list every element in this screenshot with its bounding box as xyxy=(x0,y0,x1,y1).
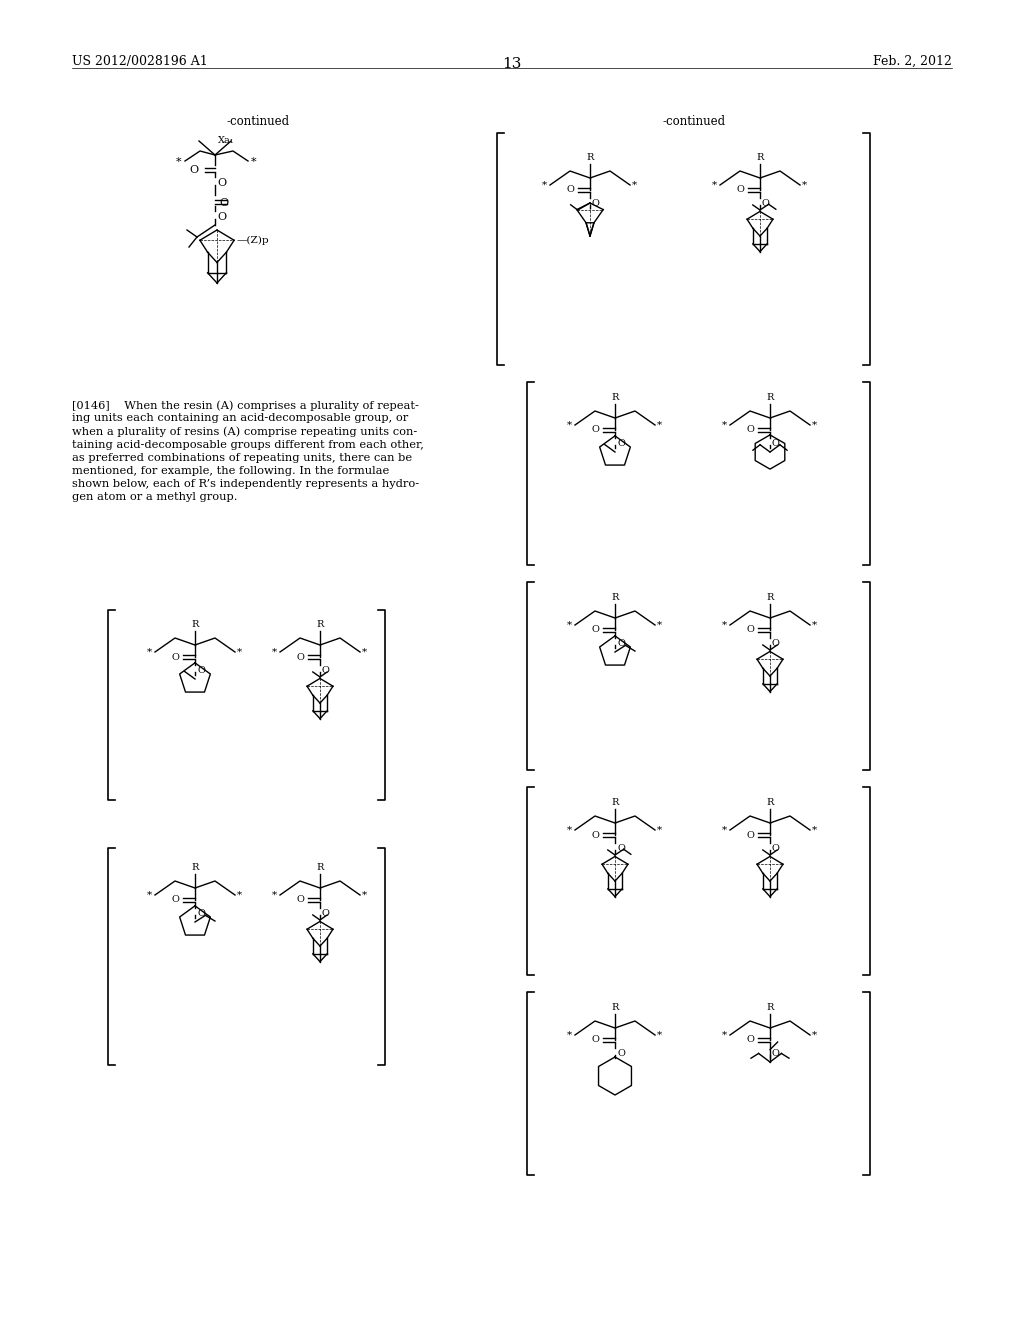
Text: US 2012/0028196 A1: US 2012/0028196 A1 xyxy=(72,55,208,69)
Text: *: * xyxy=(567,620,572,630)
Text: *: * xyxy=(657,421,663,429)
Text: when a plurality of resins (A) comprise repeating units con-: when a plurality of resins (A) comprise … xyxy=(72,426,417,437)
Text: -continued: -continued xyxy=(663,115,726,128)
Text: mentioned, for example, the following. In the formulae: mentioned, for example, the following. I… xyxy=(72,466,389,477)
Text: O: O xyxy=(617,639,625,648)
Text: —(Z)p: —(Z)p xyxy=(237,236,269,244)
Text: O: O xyxy=(197,667,205,675)
Text: O: O xyxy=(772,440,780,447)
Text: *: * xyxy=(272,648,278,656)
Text: R: R xyxy=(766,593,774,602)
Text: R: R xyxy=(316,863,324,873)
Text: *: * xyxy=(632,181,637,190)
Text: [0146]    When the resin (A) comprises a plurality of repeat-: [0146] When the resin (A) comprises a pl… xyxy=(72,400,419,411)
Text: O: O xyxy=(219,198,228,209)
Text: O: O xyxy=(592,199,600,209)
Text: O: O xyxy=(772,639,780,648)
Text: *: * xyxy=(657,1031,663,1040)
Text: O: O xyxy=(197,909,205,917)
Text: *: * xyxy=(175,157,181,168)
Text: O: O xyxy=(217,178,226,187)
Text: *: * xyxy=(802,181,807,190)
Text: O: O xyxy=(566,186,574,194)
Text: *: * xyxy=(251,157,257,168)
Text: *: * xyxy=(812,620,817,630)
Text: R: R xyxy=(611,393,618,403)
Text: R: R xyxy=(611,593,618,602)
Text: O: O xyxy=(171,895,179,904)
Text: R: R xyxy=(766,1003,774,1012)
Text: R: R xyxy=(587,153,594,162)
Text: O: O xyxy=(296,652,304,661)
Text: taining acid-decomposable groups different from each other,: taining acid-decomposable groups differe… xyxy=(72,440,424,450)
Text: *: * xyxy=(542,181,547,190)
Text: *: * xyxy=(657,620,663,630)
Text: shown below, each of R’s independently represents a hydro-: shown below, each of R’s independently r… xyxy=(72,479,419,490)
Text: *: * xyxy=(272,891,278,899)
Text: *: * xyxy=(237,648,242,656)
Text: *: * xyxy=(812,1031,817,1040)
Text: R: R xyxy=(757,153,764,162)
Text: Xa₁: Xa₁ xyxy=(218,136,234,145)
Text: *: * xyxy=(722,1031,727,1040)
Text: R: R xyxy=(611,1003,618,1012)
Text: *: * xyxy=(567,421,572,429)
Text: O: O xyxy=(591,830,599,840)
Text: O: O xyxy=(772,843,780,853)
Text: as preferred combinations of repeating units, there can be: as preferred combinations of repeating u… xyxy=(72,453,412,463)
Text: *: * xyxy=(567,1031,572,1040)
Text: O: O xyxy=(217,213,226,222)
Text: O: O xyxy=(617,1049,625,1059)
Text: *: * xyxy=(362,648,368,656)
Text: *: * xyxy=(722,620,727,630)
Text: O: O xyxy=(746,830,754,840)
Text: O: O xyxy=(746,626,754,635)
Text: -continued: -continued xyxy=(226,115,290,128)
Text: O: O xyxy=(591,1035,599,1044)
Text: O: O xyxy=(322,909,330,917)
Text: *: * xyxy=(146,648,152,656)
Text: O: O xyxy=(746,1035,754,1044)
Text: O: O xyxy=(762,199,770,209)
Text: R: R xyxy=(191,863,199,873)
Text: O: O xyxy=(736,186,744,194)
Text: O: O xyxy=(617,843,625,853)
Text: O: O xyxy=(746,425,754,434)
Text: O: O xyxy=(591,626,599,635)
Text: R: R xyxy=(766,799,774,807)
Text: gen atom or a methyl group.: gen atom or a methyl group. xyxy=(72,492,238,503)
Text: *: * xyxy=(362,891,368,899)
Text: O: O xyxy=(189,165,199,176)
Text: O: O xyxy=(322,667,330,675)
Text: R: R xyxy=(191,620,199,630)
Text: *: * xyxy=(657,825,663,834)
Text: *: * xyxy=(146,891,152,899)
Text: O: O xyxy=(171,652,179,661)
Text: *: * xyxy=(722,421,727,429)
Text: R: R xyxy=(766,393,774,403)
Text: *: * xyxy=(567,825,572,834)
Text: 13: 13 xyxy=(503,57,521,71)
Text: *: * xyxy=(812,421,817,429)
Text: O: O xyxy=(617,440,625,447)
Text: O: O xyxy=(591,425,599,434)
Text: ing units each containing an acid-decomposable group, or: ing units each containing an acid-decomp… xyxy=(72,413,409,424)
Text: *: * xyxy=(712,181,717,190)
Text: O: O xyxy=(772,1049,780,1059)
Text: Feb. 2, 2012: Feb. 2, 2012 xyxy=(873,55,952,69)
Text: R: R xyxy=(316,620,324,630)
Text: O: O xyxy=(296,895,304,904)
Text: *: * xyxy=(812,825,817,834)
Text: *: * xyxy=(722,825,727,834)
Text: R: R xyxy=(611,799,618,807)
Text: *: * xyxy=(237,891,242,899)
